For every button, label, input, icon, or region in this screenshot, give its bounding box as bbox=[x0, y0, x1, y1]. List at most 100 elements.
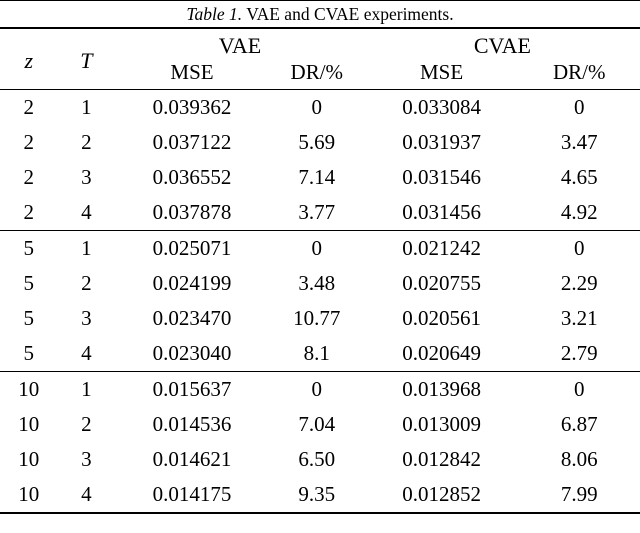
cell-vae-mse: 0.014536 bbox=[152, 412, 232, 436]
cell-cvae-dr: 0 bbox=[518, 371, 640, 407]
cell-T: 2 bbox=[81, 412, 92, 436]
cell-T: 1 bbox=[57, 371, 116, 407]
cell-z: 5 bbox=[23, 306, 35, 330]
cell-T: 3 bbox=[81, 165, 92, 189]
cell-cvae-dr: 3.21 bbox=[560, 306, 598, 330]
cell-T: 2 bbox=[81, 130, 92, 154]
cell-vae-dr: 3.77 bbox=[298, 200, 336, 224]
table-header: z T VAE CVAE MSE DR/% MSE DR/% bbox=[0, 28, 640, 90]
table-caption: Table 1. VAE and CVAE experiments. bbox=[0, 1, 640, 27]
cell-vae-mse: 0.039362 bbox=[152, 95, 232, 119]
cell-vae-mse: 0.023040 bbox=[152, 341, 232, 365]
table-row: 10 2 0.014536 7.04 0.013009 6.87 bbox=[0, 407, 640, 442]
table-body: 2 1 0.039362 0 0.033084 0 2 2 0.037122 5.69 0.031… bbox=[0, 90, 640, 514]
table-row: 2 4 0.037878 3.77 0.031456 4.92 bbox=[0, 195, 640, 231]
cell-z: 2 bbox=[23, 200, 35, 224]
cell-T: 4 bbox=[81, 482, 92, 506]
col-header-cvae-mse: MSE bbox=[419, 60, 464, 84]
col-header-vae-mse: MSE bbox=[170, 60, 214, 84]
table-caption-text: VAE and CVAE experiments. bbox=[246, 4, 454, 24]
cell-z: 10 bbox=[18, 447, 40, 471]
cell-cvae-mse: 0.031546 bbox=[402, 165, 481, 189]
cell-vae-dr: 0 bbox=[311, 95, 323, 119]
cell-cvae-mse: 0.021242 bbox=[364, 230, 519, 266]
cell-vae-mse: 0.036552 bbox=[152, 165, 232, 189]
cell-vae-dr: 8.1 bbox=[303, 341, 330, 365]
cell-cvae-mse: 0.033084 bbox=[402, 95, 481, 119]
table-row: 10 3 0.014621 6.50 0.012842 8.06 bbox=[0, 442, 640, 477]
cell-vae-mse: 0.024199 bbox=[152, 271, 232, 295]
table-row: 2 2 0.037122 5.69 0.031937 3.47 bbox=[0, 125, 640, 160]
cell-T: 4 bbox=[81, 341, 92, 365]
cell-cvae-mse: 0.020755 bbox=[402, 271, 481, 295]
cell-cvae-mse: 0.031456 bbox=[402, 200, 481, 224]
cell-vae-dr: 6.50 bbox=[298, 447, 336, 471]
cell-cvae-mse: 0.012842 bbox=[402, 447, 481, 471]
cell-cvae-dr: 4.92 bbox=[560, 200, 598, 224]
cell-cvae-mse: 0.020561 bbox=[402, 306, 481, 330]
cell-vae-mse: 0.015637 bbox=[115, 371, 269, 407]
col-header-vae-dr: DR/% bbox=[290, 60, 344, 84]
table-row: 10 4 0.014175 9.35 0.012852 7.99 bbox=[0, 477, 640, 513]
table-row: 5 4 0.023040 8.1 0.020649 2.79 bbox=[0, 336, 640, 372]
cell-T: 2 bbox=[81, 271, 92, 295]
cell-cvae-mse: 0.031937 bbox=[402, 130, 481, 154]
cell-cvae-mse: 0.013009 bbox=[402, 412, 481, 436]
group-header-vae: VAE bbox=[218, 33, 262, 58]
cell-cvae-dr: 2.29 bbox=[560, 271, 598, 295]
col-header-cvae-dr: DR/% bbox=[552, 60, 606, 84]
cell-vae-dr: 5.69 bbox=[298, 130, 336, 154]
cell-cvae-dr: 0 bbox=[518, 230, 640, 266]
table-row: 2 1 0.039362 0 0.033084 0 bbox=[0, 90, 640, 126]
cell-cvae-dr: 0 bbox=[573, 95, 585, 119]
cell-z: 5 bbox=[23, 341, 35, 365]
header-row-metrics: MSE DR/% MSE DR/% bbox=[0, 59, 640, 90]
cell-z: 2 bbox=[23, 95, 35, 119]
cell-vae-dr: 9.35 bbox=[298, 482, 336, 506]
cell-T: 1 bbox=[81, 95, 92, 119]
cell-vae-mse: 0.037878 bbox=[152, 200, 232, 224]
cell-vae-dr: 0 bbox=[268, 230, 365, 266]
cell-cvae-dr: 8.06 bbox=[560, 447, 598, 471]
cell-T: 3 bbox=[81, 447, 92, 471]
cell-cvae-dr: 6.87 bbox=[560, 412, 598, 436]
group-header-cvae: CVAE bbox=[473, 33, 531, 58]
table-row: 10 1 0.015637 0 0.013968 0 bbox=[0, 371, 640, 407]
cell-z: 10 bbox=[18, 482, 40, 506]
cell-vae-mse: 0.037122 bbox=[152, 130, 232, 154]
cell-vae-dr: 0 bbox=[268, 371, 365, 407]
results-table: z T VAE CVAE MSE DR/% MSE DR/% 2 1 0.03936… bbox=[0, 27, 640, 514]
table-row: 5 2 0.024199 3.48 0.020755 2.29 bbox=[0, 266, 640, 301]
cell-z: 5 bbox=[0, 230, 58, 266]
cell-z: 10 bbox=[0, 371, 58, 407]
cell-z: 5 bbox=[23, 271, 35, 295]
cell-vae-dr: 7.14 bbox=[298, 165, 336, 189]
cell-cvae-mse: 0.012852 bbox=[402, 482, 481, 506]
cell-T: 4 bbox=[81, 200, 92, 224]
cell-vae-mse: 0.014621 bbox=[152, 447, 232, 471]
cell-cvae-dr: 3.47 bbox=[560, 130, 598, 154]
top-rule bbox=[0, 0, 640, 1]
cell-cvae-dr: 4.65 bbox=[560, 165, 598, 189]
table-row: 5 3 0.023470 10.77 0.020561 3.21 bbox=[0, 301, 640, 336]
header-row-groups: z T VAE CVAE bbox=[0, 28, 640, 73]
cell-vae-dr: 7.04 bbox=[298, 412, 336, 436]
cell-z: 10 bbox=[18, 412, 40, 436]
cell-z: 2 bbox=[23, 165, 35, 189]
col-header-z: z bbox=[24, 48, 34, 73]
cell-vae-dr: 3.48 bbox=[298, 271, 336, 295]
table-row: 5 1 0.025071 0 0.021242 0 bbox=[0, 230, 640, 266]
col-header-T: T bbox=[80, 48, 93, 73]
cell-cvae-mse: 0.013968 bbox=[364, 371, 519, 407]
cell-cvae-dr: 2.79 bbox=[560, 341, 598, 365]
table-caption-label: Table 1. bbox=[186, 4, 243, 24]
cell-vae-mse: 0.025071 bbox=[115, 230, 269, 266]
cell-vae-mse: 0.023470 bbox=[152, 306, 232, 330]
cell-z: 2 bbox=[23, 130, 35, 154]
cell-vae-mse: 0.014175 bbox=[152, 482, 232, 506]
cell-cvae-dr: 7.99 bbox=[560, 482, 598, 506]
cell-T: 1 bbox=[57, 230, 116, 266]
table-row: 2 3 0.036552 7.14 0.031546 4.65 bbox=[0, 160, 640, 195]
cell-vae-dr: 10.77 bbox=[293, 306, 341, 330]
